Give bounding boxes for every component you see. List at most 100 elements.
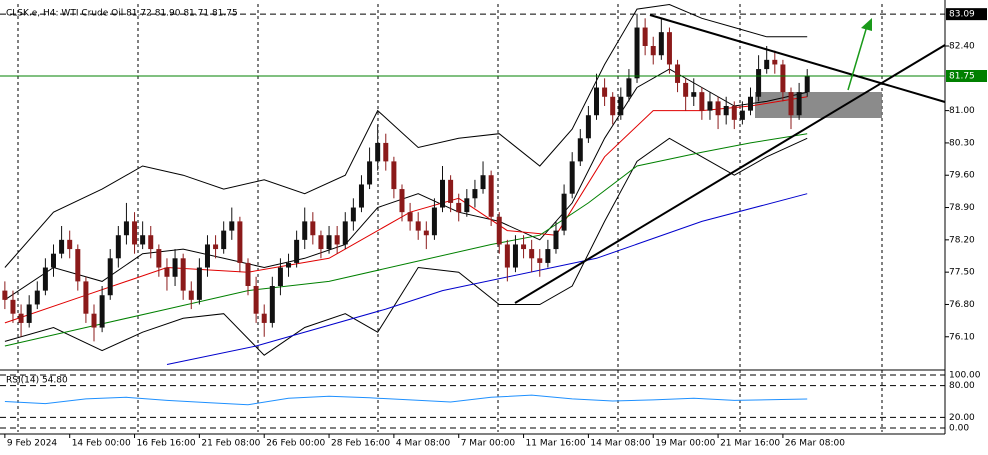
candle-body <box>707 101 713 111</box>
candle-body <box>764 59 770 70</box>
candle-body <box>196 267 202 300</box>
candle-body <box>75 249 81 282</box>
candle-body <box>407 212 413 222</box>
rsi-tick-label: 0.00 <box>949 424 969 434</box>
x-tick-label: 14 Feb 00:00 <box>72 439 131 449</box>
x-tick-label: 14 Mar 08:00 <box>590 439 650 449</box>
price-label: 81.75 <box>949 72 975 82</box>
candle-body <box>569 161 575 194</box>
candle-body <box>132 221 138 245</box>
candle-body <box>415 221 421 231</box>
candle-body <box>229 221 235 231</box>
candle-body <box>358 184 364 208</box>
x-tick-label: 21 Mar 16:00 <box>720 439 780 449</box>
candle-body <box>488 175 494 217</box>
candle-body <box>180 258 186 291</box>
candle-body <box>286 262 292 268</box>
candle-body <box>26 304 32 323</box>
candle-body <box>650 46 656 56</box>
candle-body <box>350 207 356 222</box>
candle-body <box>699 92 705 111</box>
indicator-line <box>166 193 808 365</box>
x-tick-label: 26 Mar 08:00 <box>785 439 845 449</box>
candle-body <box>464 198 470 213</box>
x-tick-label: 7 Mar 00:00 <box>461 439 516 449</box>
rsi-tick-label: 100.00 <box>949 371 981 381</box>
candle-body <box>747 96 753 111</box>
candle-body <box>269 286 275 323</box>
y-tick-label: 78.90 <box>949 203 975 213</box>
y-tick-label: 78.20 <box>949 235 975 245</box>
candle-body <box>383 142 389 162</box>
candle-body <box>594 87 600 116</box>
candle-body <box>610 96 616 116</box>
candle-body <box>456 202 462 213</box>
x-tick-label: 9 Feb 2024 <box>7 439 58 449</box>
x-tick-label: 16 Feb 16:00 <box>137 439 196 449</box>
candle-body <box>715 101 721 116</box>
x-tick-label: 19 Mar 00:00 <box>655 439 715 449</box>
candle-body <box>115 235 121 259</box>
arrow <box>847 25 868 91</box>
candle-body <box>423 230 429 236</box>
y-tick-label: 76.10 <box>949 332 975 342</box>
indicator-line <box>4 137 808 356</box>
candle-body <box>545 249 551 263</box>
candle-body <box>140 235 146 245</box>
candle-body <box>480 175 486 190</box>
candle-body <box>496 216 502 245</box>
price-label-box <box>946 8 987 21</box>
candle-body <box>472 189 478 199</box>
candle-body <box>342 221 348 245</box>
price-label: 83.09 <box>949 10 975 20</box>
candle-body <box>626 78 632 97</box>
indicator-line <box>4 96 808 324</box>
trend-line <box>514 44 946 304</box>
indicator-line <box>4 68 808 301</box>
candle-body <box>188 290 194 300</box>
candle-body <box>602 87 608 97</box>
x-tick-label: 4 Mar 08:00 <box>396 439 451 449</box>
candle-body <box>326 235 332 250</box>
zone <box>755 92 882 118</box>
candle-body <box>2 290 8 300</box>
candle-body <box>399 189 405 213</box>
candle-body <box>123 221 129 236</box>
candle-body <box>10 299 16 314</box>
candle-body <box>148 235 154 250</box>
candle-body <box>739 110 745 120</box>
candle-body <box>367 161 373 185</box>
y-tick-label: 82.40 <box>949 42 975 52</box>
candle-body <box>521 244 527 250</box>
candle-body <box>642 27 648 46</box>
candle-body <box>666 32 672 65</box>
x-tick-label: 28 Feb 16:00 <box>331 439 390 449</box>
candle-body <box>42 267 48 291</box>
candle-body <box>796 92 802 116</box>
candle-body <box>245 262 251 286</box>
candle-body <box>310 221 316 236</box>
candle-body <box>577 138 583 162</box>
chart-title: CLSK.e, H4: WTI Crude Oil 81.72 81.90 81… <box>6 9 238 19</box>
candle-body <box>156 249 162 268</box>
candle-body <box>172 258 178 277</box>
candle-body <box>772 59 778 65</box>
candle-body <box>804 76 810 93</box>
candle-body <box>691 92 697 97</box>
candle-body <box>375 142 381 162</box>
candle-body <box>756 69 762 97</box>
rsi-line <box>4 394 808 406</box>
candle-body <box>440 179 446 208</box>
candle-body <box>723 106 729 116</box>
candle-body <box>658 32 664 56</box>
candle-body <box>59 239 65 254</box>
candle-body <box>529 249 535 259</box>
rsi-title: RSI(14) 54.80 <box>6 376 68 386</box>
y-tick-label: 76.80 <box>949 300 975 310</box>
rsi-tick-label: 20.00 <box>949 413 975 423</box>
candle-body <box>91 313 97 328</box>
trend-line <box>649 14 946 103</box>
candle-body <box>683 82 689 97</box>
